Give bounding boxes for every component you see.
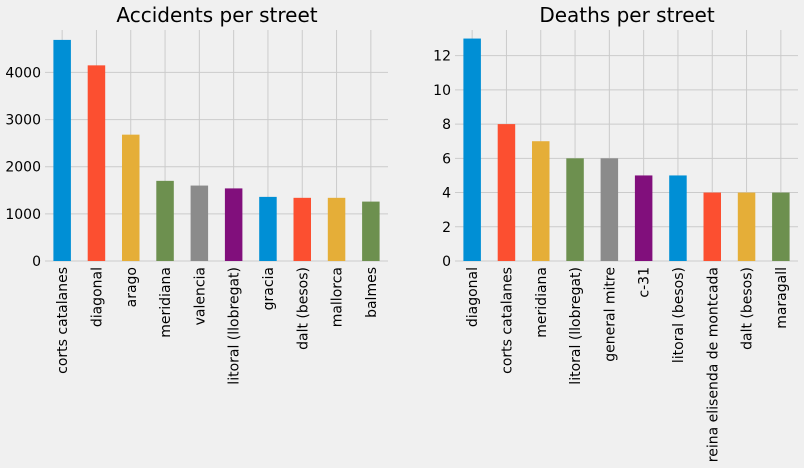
accidents-bar-4 (190, 185, 209, 261)
accidents-bar-5 (224, 188, 243, 261)
accidents-y-tick-label: 3000 (5, 113, 41, 129)
accidents-x-tick-label: corts catalanes (55, 267, 71, 374)
accidents-bar-8 (327, 197, 346, 261)
deaths-x-tick-label: corts catalanes (499, 267, 515, 374)
accidents-bar-3 (156, 180, 174, 261)
deaths-bar-4 (600, 158, 619, 261)
accidents-y-tick-label: 4000 (5, 65, 41, 81)
accidents-bar-1 (87, 65, 106, 261)
deaths-x-tick-label: litoral (besos) (671, 267, 687, 363)
deaths-y-tick-label: 12 (433, 49, 451, 65)
deaths-x-tick-label: meridiana (534, 267, 550, 338)
deaths-x-tick-label: diagonal (465, 267, 481, 327)
deaths-x-tick-label: reina elisenda de montcada (705, 267, 721, 462)
deaths-bar-7 (703, 192, 721, 261)
accidents-chart-title: Accidents per street (116, 3, 317, 27)
deaths-bar-3 (566, 158, 584, 261)
deaths-chart: Deaths per street 0 2 4 6 8 10 12 diagonal cort… (433, 3, 798, 462)
deaths-bar-6 (669, 175, 687, 261)
accidents-bar-7 (293, 197, 311, 261)
accidents-x-tick-label: valencia (192, 267, 208, 325)
accidents-x-tick-label: balmes (364, 267, 380, 318)
accidents-x-tick-label: litoral (llobregat) (227, 267, 243, 385)
deaths-chart-title: Deaths per street (539, 3, 714, 27)
accidents-x-tick-label: gracia (261, 267, 277, 310)
deaths-bars (463, 38, 790, 261)
deaths-x-tick-label: litoral (llobregat) (568, 267, 584, 385)
accidents-y-tick-label: 0 (32, 254, 41, 270)
accidents-x-tick-label: mallorca (330, 267, 346, 327)
accidents-bar-0 (53, 39, 71, 262)
accidents-bar-9 (362, 201, 380, 261)
accidents-bar-6 (259, 196, 277, 261)
deaths-x-tick-label: c-31 (637, 267, 653, 298)
accidents-y-tick-label: 1000 (5, 207, 41, 223)
accidents-y-ticks: 0 1000 2000 3000 4000 (5, 65, 41, 270)
accidents-y-tick-label: 2000 (5, 160, 41, 176)
deaths-y-tick-label: 2 (442, 220, 451, 236)
accidents-x-tick-label: meridiana (158, 267, 174, 338)
deaths-y-ticks: 0 2 4 6 8 10 12 (433, 49, 451, 270)
deaths-y-tick-label: 8 (442, 117, 451, 133)
accidents-bar-2 (122, 134, 140, 261)
deaths-y-tick-label: 4 (442, 186, 451, 202)
deaths-x-tick-label: dalt (besos) (740, 267, 756, 350)
accidents-bars (53, 39, 380, 262)
deaths-bar-8 (737, 192, 756, 261)
deaths-bar-2 (532, 141, 550, 261)
accidents-x-tick-label: diagonal (89, 267, 105, 327)
deaths-x-tick-label: general mitre (602, 267, 618, 362)
deaths-bar-9 (772, 192, 790, 261)
deaths-y-tick-label: 0 (442, 254, 451, 270)
deaths-y-tick-label: 6 (442, 151, 451, 167)
deaths-bar-0 (463, 38, 481, 261)
accidents-x-ticks: corts catalanes diagonal arago meridiana val… (55, 267, 380, 385)
deaths-x-ticks: diagonal corts catalanes meridiana litoral … (465, 267, 790, 462)
accidents-x-tick-label: dalt (besos) (295, 267, 311, 350)
accidents-x-tick-label: arago (124, 267, 140, 307)
deaths-y-tick-label: 10 (433, 83, 451, 99)
deaths-bar-1 (497, 124, 516, 261)
accidents-chart: Accidents per street 0 1000 2000 3000 4000 c… (5, 3, 388, 385)
deaths-x-tick-label: maragall (774, 267, 790, 329)
deaths-bar-5 (634, 175, 653, 261)
